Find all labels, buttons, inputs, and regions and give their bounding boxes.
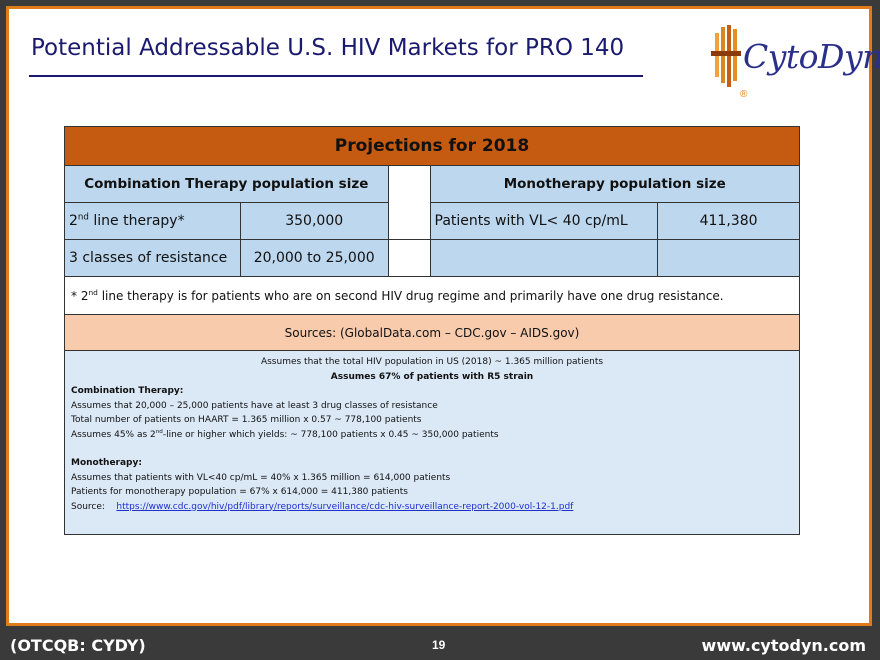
- table-row: 2nd line therapy* 350,000 Patients with …: [64, 202, 800, 240]
- spacer-cell: [387, 239, 431, 277]
- footnote: * 2nd line therapy is for patients who a…: [64, 276, 800, 315]
- title-divider: [29, 75, 643, 77]
- cytodyn-logo: CytoDyn ®: [709, 25, 880, 105]
- projections-table: Projections for 2018 Combination Therapy…: [64, 126, 800, 535]
- cytodyn-logo-icon: [711, 25, 741, 87]
- row-label: 2nd line therapy*: [64, 202, 241, 240]
- table-title: Projections for 2018: [64, 126, 800, 166]
- combination-header: Combination Therapy population size: [64, 165, 389, 203]
- page-title: Potential Addressable U.S. HIV Markets f…: [31, 35, 625, 61]
- spacer: [71, 442, 793, 456]
- ticker-symbol: (OTCQB: CYDY): [10, 636, 146, 655]
- footer-bar: (OTCQB: CYDY) 19 www.cytodyn.com: [0, 630, 880, 660]
- mono-label: [429, 239, 659, 277]
- monotherapy-heading: Monotherapy:: [71, 458, 142, 468]
- row-value: 20,000 to 25,000: [239, 239, 389, 277]
- monotherapy-header: Monotherapy population size: [429, 165, 800, 203]
- assumption-total: Assumes that the total HIV population in…: [260, 357, 604, 367]
- sources-line: Sources: (GlobalData.com – CDC.gov – AID…: [64, 314, 800, 351]
- monotherapy-line: Patients for monotherapy population = 67…: [71, 487, 408, 497]
- combination-heading: Combination Therapy:: [71, 386, 184, 396]
- combination-line: Total number of patients on HAART = 1.36…: [71, 415, 422, 425]
- logo-wordmark: CytoDyn: [743, 37, 880, 76]
- monotherapy-line: Assumes that patients with VL<40 cp/mL =…: [71, 472, 451, 483]
- mono-value: [657, 239, 800, 277]
- row-label: 3 classes of resistance: [64, 239, 241, 277]
- page-number: 19: [432, 638, 446, 652]
- assumptions-panel: Assumes that the total HIV population in…: [64, 350, 800, 535]
- table-row: 3 classes of resistance 20,000 to 25,000: [64, 239, 800, 277]
- mono-label: Patients with VL< 40 cp/mL: [429, 202, 659, 240]
- registered-mark: ®: [740, 89, 748, 100]
- spacer-cell: [387, 165, 431, 240]
- assumption-r5: Assumes 67% of patients with R5 strain: [330, 371, 534, 382]
- source-link[interactable]: https://www.cdc.gov/hiv/pdf/library/repo…: [116, 501, 574, 512]
- row-value: 350,000: [239, 202, 389, 240]
- combination-line: Assumes that 20,000 – 25,000 patients ha…: [71, 400, 438, 411]
- source-row: Source: https://www.cdc.gov/hiv/pdf/libr…: [71, 500, 793, 515]
- website-link[interactable]: www.cytodyn.com: [701, 636, 866, 655]
- combination-line: Assumes 45% as 2nd-line or higher which …: [71, 428, 499, 440]
- source-label: Source:: [71, 501, 105, 512]
- mono-value: 411,380: [657, 202, 800, 240]
